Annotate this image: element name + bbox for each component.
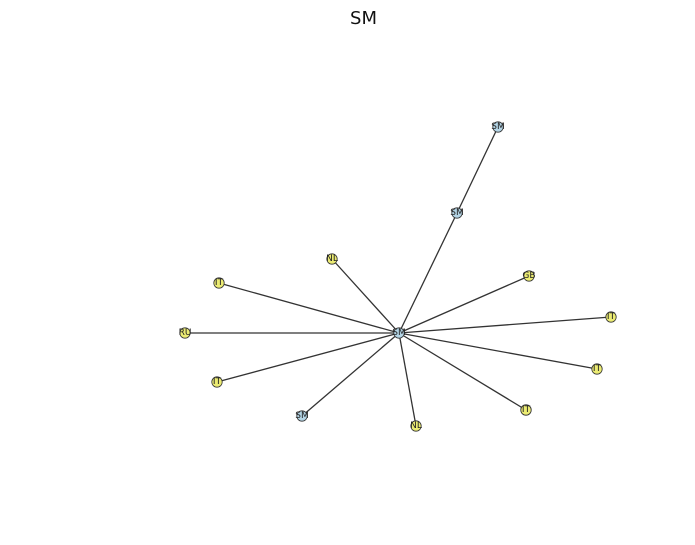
node-n11: IT xyxy=(211,376,223,388)
node-circle-n13 xyxy=(213,277,225,289)
edge-n0-n6 xyxy=(398,332,598,370)
node-label-n10: SM xyxy=(295,411,308,421)
node-n5: IT xyxy=(605,311,617,323)
node-n13: IT xyxy=(213,277,225,289)
node-circle-n5 xyxy=(605,311,617,323)
node-label-n4: GB xyxy=(522,271,535,281)
node-label-n12: RU xyxy=(179,328,192,338)
node-n8: IT xyxy=(520,404,532,416)
node-n3: NL xyxy=(326,253,338,265)
page-title: SM xyxy=(350,8,377,29)
node-circle-n4 xyxy=(523,270,535,282)
node-circle-n12 xyxy=(179,327,191,339)
node-circle-n1 xyxy=(451,207,463,219)
node-circle-n3 xyxy=(326,253,338,265)
edge-n0-n4 xyxy=(398,275,530,334)
node-label-n8: IT xyxy=(522,405,531,415)
edge-n0-n1 xyxy=(398,212,458,334)
node-circle-n6 xyxy=(591,363,603,375)
node-label-n13: IT xyxy=(215,278,224,288)
node-n2: SM xyxy=(491,121,505,133)
node-n9: NL xyxy=(410,420,422,432)
title-area: SM xyxy=(0,0,695,40)
node-n1: SM xyxy=(450,207,464,219)
edge-n0-n3 xyxy=(331,258,400,334)
node-circle-n10 xyxy=(296,410,308,422)
node-circle-n9 xyxy=(410,420,422,432)
edge-n0-n13 xyxy=(218,282,400,334)
node-label-n11: IT xyxy=(213,377,222,387)
edge-n1-n2 xyxy=(456,126,499,214)
node-label-n2: SM xyxy=(491,122,504,132)
node-circle-n8 xyxy=(520,404,532,416)
edge-n0-n11 xyxy=(216,332,400,383)
edge-n0-n5 xyxy=(398,316,612,334)
node-label-n1: SM xyxy=(450,208,463,218)
node-circle-n2 xyxy=(492,121,504,133)
edges-layer xyxy=(185,126,612,427)
node-n12: RU xyxy=(179,327,192,339)
nodes-layer: SMSMSMNLGBITITITITNLSMITRUIT xyxy=(179,121,617,432)
node-label-n0: SM xyxy=(392,328,405,338)
edge-n0-n10 xyxy=(301,332,400,417)
node-label-n5: IT xyxy=(607,312,616,322)
edge-n0-n9 xyxy=(398,332,417,427)
node-label-n6: IT xyxy=(593,364,602,374)
node-n10: SM xyxy=(295,410,309,422)
node-label-n9: NL xyxy=(410,421,422,431)
node-n4: GB xyxy=(522,270,536,282)
node-circle-n11 xyxy=(211,376,223,388)
node-n0: SM xyxy=(392,327,406,339)
node-circle-n0 xyxy=(393,327,405,339)
node-label-n3: NL xyxy=(326,254,338,264)
node-n6: IT xyxy=(591,363,603,375)
edge-n0-n7 xyxy=(398,332,527,411)
